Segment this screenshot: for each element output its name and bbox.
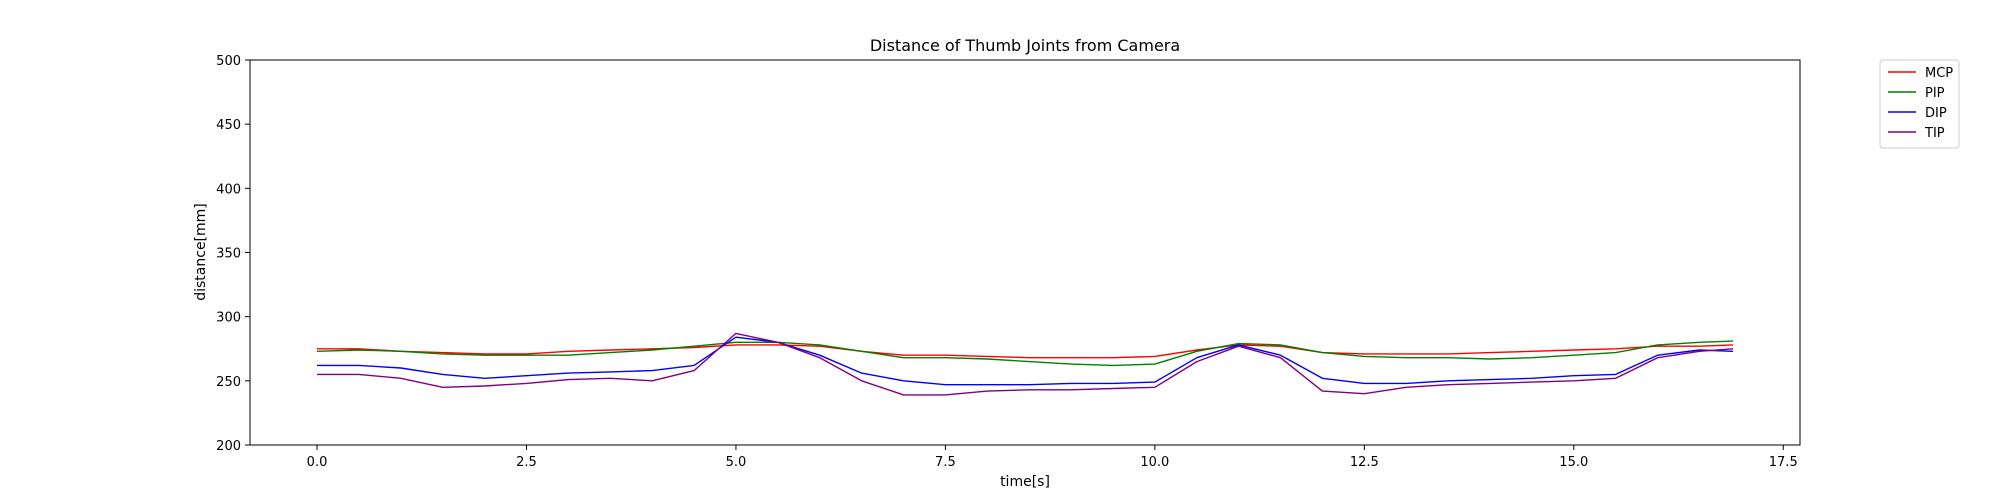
chart-title: Distance of Thumb Joints from Camera (870, 36, 1180, 55)
y-tick-label: 450 (216, 118, 241, 133)
series-line-tip (317, 332, 1734, 396)
legend-label-dip: DIP (1925, 106, 1947, 121)
y-tick-label: 300 (216, 311, 241, 326)
legend-label-pip: PIP (1925, 86, 1945, 101)
x-tick-label: 10.0 (1140, 455, 1169, 470)
y-tick-label: 200 (216, 439, 241, 454)
y-axis: 200 250 300 350 400 450 500 (216, 54, 250, 454)
y-axis-title: distance[mm] (193, 203, 209, 301)
y-tick-label: 400 (216, 182, 241, 197)
legend-label-tip: TIP (1924, 126, 1945, 141)
series-layer (316, 332, 1734, 396)
x-tick-label: 17.5 (1769, 455, 1798, 470)
series-line-dip (317, 336, 1734, 386)
x-tick-label: 15.0 (1559, 455, 1588, 470)
x-tick-label: 5.0 (726, 455, 747, 470)
x-tick-label: 12.5 (1350, 455, 1379, 470)
y-tick-label: 500 (216, 54, 241, 69)
series-line-pip (316, 340, 1734, 367)
legend-frame (1879, 59, 1960, 149)
x-axis-title: time[s] (1000, 474, 1050, 490)
x-axis: 0.0 2.5 5.0 7.5 10.0 12.5 15.0 17.5 (307, 445, 1798, 470)
y-tick-label: 350 (216, 247, 241, 262)
series-line-mcp (317, 344, 1734, 359)
y-tick-label: 250 (216, 375, 241, 390)
legend: MCP PIP DIP TIP (1879, 59, 1960, 149)
x-tick-label: 7.5 (935, 455, 956, 470)
legend-label-mcp: MCP (1925, 66, 1953, 81)
x-tick-label: 0.0 (307, 455, 328, 470)
x-tick-label: 2.5 (516, 455, 537, 470)
